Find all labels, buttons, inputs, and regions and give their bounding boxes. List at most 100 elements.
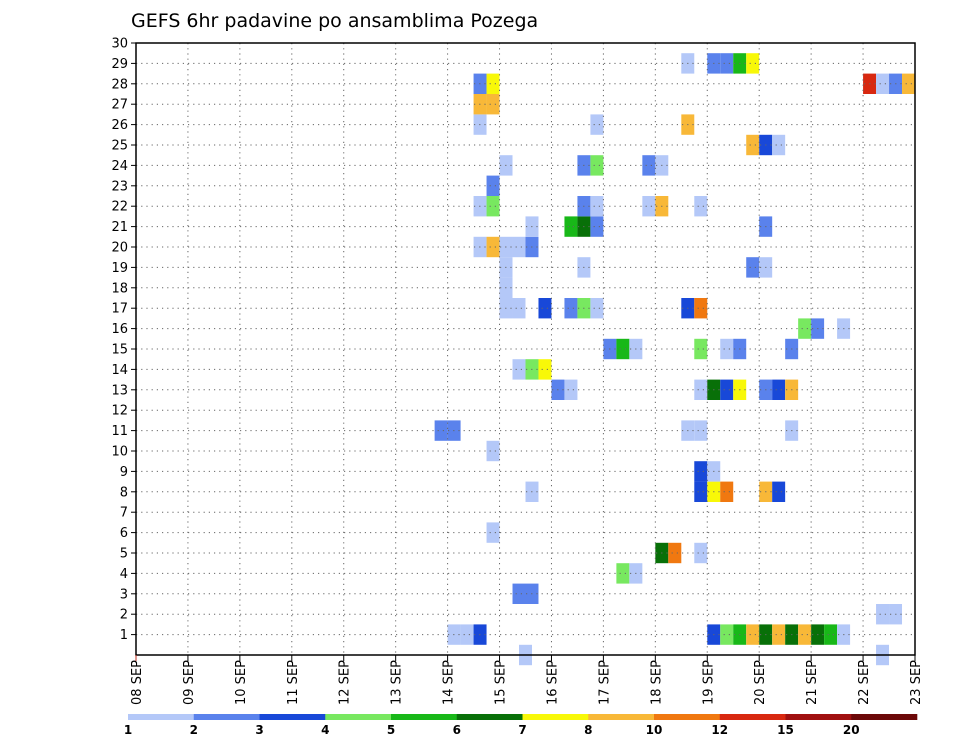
precip-cell	[746, 624, 760, 645]
grid-lines	[136, 43, 915, 655]
colorbar-label: 2	[190, 723, 198, 737]
colorbar-label: 20	[843, 723, 860, 737]
precip-cell	[694, 542, 708, 564]
precip-cell	[746, 134, 760, 156]
colorbar-legend: 1 2 3 4 5 6 7 8 10 12 15 20	[124, 714, 918, 737]
precip-cell	[902, 73, 915, 94]
y-tick-label: 6	[120, 526, 128, 541]
y-tick-label: 11	[111, 424, 128, 439]
precip-cell	[876, 604, 890, 625]
y-tick-label: 24	[111, 159, 128, 174]
x-tick-label: 21 SEP	[805, 660, 820, 705]
x-tick-label: 09 SEP	[182, 660, 197, 705]
colorbar-swatch	[522, 714, 589, 720]
x-tick-label: 22 SEP	[857, 660, 872, 705]
colorbar-swatch	[588, 714, 655, 720]
colorbar-swatch	[851, 714, 918, 720]
colorbar-label: 5	[387, 723, 395, 737]
colorbar-label: 6	[453, 723, 461, 737]
precip-cell	[694, 461, 708, 482]
y-tick-label: 14	[111, 363, 128, 378]
colorbar-swatch	[128, 714, 195, 720]
precip-cell	[538, 298, 552, 319]
precip-cell	[486, 440, 500, 462]
plot-frame	[135, 42, 916, 656]
y-tick-label: 9	[120, 465, 128, 480]
x-tick-label: 11 SEP	[286, 660, 301, 705]
y-tick-label: 19	[111, 261, 128, 276]
y-tick-label: 15	[111, 343, 128, 358]
y-tick-label: 30	[111, 37, 128, 52]
precip-cell	[720, 624, 734, 645]
colorbar-swatch	[785, 714, 852, 720]
precip-cell	[434, 420, 448, 441]
precip-cell	[564, 216, 578, 237]
colorbar-swatch	[719, 714, 786, 720]
precip-cell	[876, 73, 890, 94]
precip-cell	[642, 196, 656, 217]
precip-cell	[772, 624, 786, 645]
precip-cell	[590, 155, 604, 176]
x-tick-label: 16 SEP	[545, 660, 560, 705]
precip-cell	[798, 624, 812, 645]
precip-cell	[694, 298, 708, 319]
precip-cell	[486, 236, 500, 258]
y-tick-label: 18	[111, 281, 128, 296]
colorbar-swatch	[259, 714, 326, 720]
precip-cell	[486, 196, 500, 217]
y-tick-label: 2	[120, 608, 128, 623]
colorbar-swatch	[193, 714, 260, 720]
y-tick-label: 7	[120, 506, 128, 521]
colorbar-swatch	[654, 714, 721, 720]
y-tick-label: 26	[111, 118, 128, 133]
precip-cell	[746, 53, 760, 74]
y-tick-label: 22	[111, 200, 128, 215]
precip-cell	[590, 298, 604, 319]
colorbar-label: 3	[255, 723, 263, 737]
y-tick-label: 28	[111, 77, 128, 92]
y-tick-label: 8	[120, 485, 128, 500]
precip-cell	[486, 175, 500, 196]
y-tick-label: 29	[111, 57, 128, 72]
colorbar-label: 1	[124, 723, 132, 737]
x-tick-label: 08 SEP	[130, 660, 145, 705]
precip-cell	[512, 359, 526, 380]
y-tick-label: 17	[111, 302, 128, 317]
y-tick-label: 10	[111, 445, 128, 460]
y-tick-label: 23	[111, 179, 128, 194]
precip-cell	[668, 542, 682, 564]
precip-cell	[720, 481, 734, 502]
precip-cell	[720, 379, 734, 400]
y-tick-label: 21	[111, 220, 128, 235]
y-tick-label: 3	[120, 587, 128, 602]
precip-cell	[772, 481, 786, 502]
precip-cell	[720, 53, 734, 74]
colorbar-label: 15	[777, 723, 794, 737]
precip-cell	[590, 216, 604, 237]
x-tick-label: 10 SEP	[234, 660, 249, 705]
precip-cell	[486, 94, 500, 115]
precip-cell	[772, 379, 786, 400]
x-tick-label: 23 SEP	[909, 660, 924, 705]
y-tick-label: 20	[111, 241, 128, 256]
precip-cell	[720, 338, 734, 360]
colorbar-label: 4	[321, 723, 329, 737]
precip-cell	[642, 155, 656, 176]
precip-cell	[824, 624, 838, 645]
chart-title: GEFS 6hr padavine po ansamblima Pozega	[131, 10, 538, 32]
precip-cell	[616, 338, 630, 360]
precip-cell	[772, 134, 786, 156]
y-axis-ticks: 1234567891011121314151617181920212223242…	[111, 37, 136, 643]
precip-cell	[486, 522, 500, 543]
colorbar-swatch	[456, 714, 523, 720]
precip-cell	[590, 114, 604, 135]
precip-cell	[694, 481, 708, 502]
precip-cell	[564, 298, 578, 319]
precip-cell	[694, 420, 708, 441]
colorbar-label: 10	[646, 723, 663, 737]
precip-cell	[694, 338, 708, 360]
colorbar-label: 7	[518, 723, 526, 737]
y-tick-label: 4	[120, 567, 128, 582]
y-tick-label: 16	[111, 322, 128, 337]
